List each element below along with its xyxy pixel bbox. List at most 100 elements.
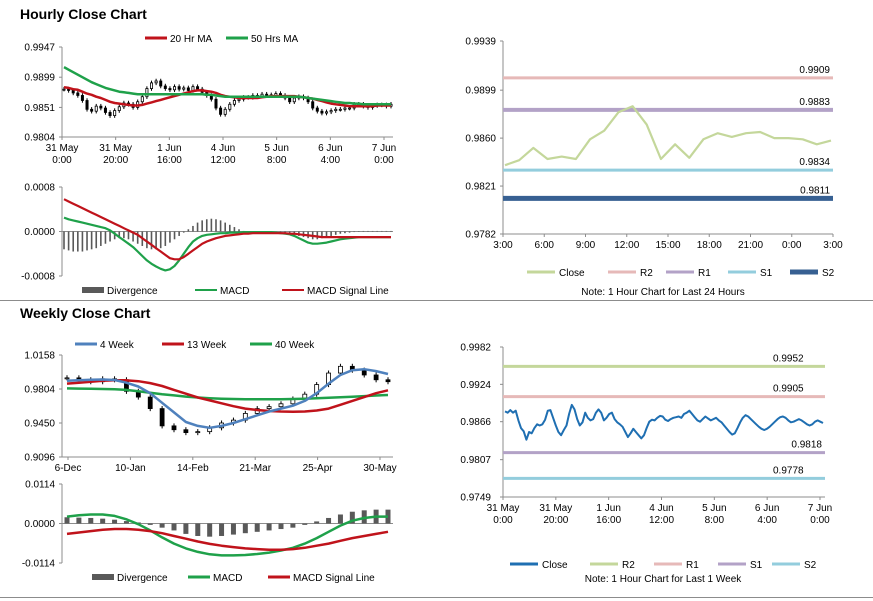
hourly-section-title: Hourly Close Chart [20, 6, 147, 22]
hourly-macd-divergence-bar [118, 231, 121, 239]
weekly-sr-legend-label: S2 [804, 560, 817, 571]
hourly-sr-y-tick-label: 0.9899 [465, 86, 496, 97]
weekly-4wk-line [66, 367, 389, 430]
hourly-macd-divergence-bar [72, 231, 75, 252]
hourly-sr-s2-value-label: 0.9811 [800, 185, 830, 196]
hourly-candle-body [85, 100, 89, 110]
hourly-candle-body [343, 107, 347, 110]
weekly-price-y-tick-label: 0.9096 [24, 453, 55, 464]
hourly-macd-legend-label: Divergence [107, 286, 158, 297]
weekly-sr-r1-value-label: 0.9905 [773, 384, 804, 395]
hourly-candle-body [288, 97, 292, 103]
hourly-price-x-tick-label: 0:00 [52, 155, 72, 166]
hourly-sr-close-line [504, 105, 832, 167]
hourly-candle-body [228, 103, 232, 110]
weekly-macd-divergence-bar [337, 514, 343, 524]
hourly-candle-body [62, 88, 66, 91]
weekly-sr-x-tick-label: 4 Jun [649, 503, 673, 514]
hourly-macd-divergence-bar [215, 219, 217, 232]
weekly-macd-legend-swatch [92, 574, 114, 580]
hourly-price-x-tick-label: 20:00 [103, 155, 128, 166]
hourly-macd-divergence-bar [330, 231, 332, 236]
hourly-macd-divergence-bar [192, 225, 194, 232]
hourly-macd-divergence-bar [344, 231, 346, 234]
weekly-macd-divergence-bar [302, 523, 308, 525]
hourly-macd-divergence-bar [224, 222, 226, 232]
hourly-macd-divergence-bar [63, 231, 65, 250]
hourly-candle-body [186, 87, 190, 91]
hourly-candle-body [103, 107, 107, 113]
hourly-candle-body [329, 110, 333, 113]
section-divider [0, 300, 873, 301]
hourly-price-x-tick-label: 7 Jun [372, 143, 396, 154]
weekly-sr-legend-label: R2 [622, 560, 635, 571]
hourly-macd-divergence-bar [136, 231, 139, 244]
hourly-macd-divergence-bar [233, 227, 236, 232]
weekly-sr-x-tick-label: 4:00 [757, 515, 777, 526]
hourly-macd-divergence-bar [362, 230, 365, 232]
weekly-candle-body [361, 369, 367, 376]
weekly-macd-legend-label: MACD Signal Line [293, 573, 375, 584]
weekly-macd-divergence-bar [159, 523, 165, 528]
hourly-price-x-tick-label: 31 May [46, 143, 79, 154]
weekly-macd-divergence-bar [349, 511, 355, 524]
hourly-price-x-tick-label: 5 Jun [264, 143, 288, 154]
weekly-13wk-line [66, 379, 389, 413]
weekly-macd-divergence-bar [171, 523, 177, 531]
hourly-candle-body [173, 86, 177, 91]
weekly-price-x-tick-label: 25-Apr [303, 463, 334, 474]
weekly-macd-divergence-bar [230, 523, 236, 535]
hourly-macd-divergence-bar [109, 231, 111, 242]
hourly-candle-body [76, 92, 80, 96]
weekly-sr-s1-value-label: 0.9818 [791, 440, 822, 451]
hourly-candle-body [177, 86, 181, 90]
weekly-sr-legend-label: Close [542, 560, 568, 571]
hourly-macd-divergence-bar [390, 230, 392, 232]
hourly-sr-x-tick-label: 18:00 [697, 240, 722, 251]
hourly-candle-body [265, 93, 269, 96]
hourly-sr-legend-label: R1 [698, 268, 711, 279]
hourly-candle-body [325, 111, 329, 114]
hourly-macd-divergence-bar [238, 229, 240, 232]
hourly-macd-divergence-bar [132, 231, 134, 242]
weekly-sr-x-tick-label: 0:00 [810, 515, 830, 526]
hourly-price-x-tick-label: 16:00 [157, 155, 182, 166]
hourly-sr-x-tick-label: 9:00 [576, 240, 596, 251]
hourly-macd-divergence-bar [371, 230, 374, 232]
hourly-macd-divergence-bar [357, 231, 360, 232]
hourly-macd-divergence-bar [123, 231, 125, 239]
weekly-sr-y-tick-label: 0.9866 [460, 417, 491, 428]
weekly-sr-y-tick-label: 0.9924 [460, 380, 491, 391]
hourly-candle-body [99, 105, 103, 109]
hourly-candle-body [315, 107, 319, 112]
hourly-candle-body [145, 88, 149, 98]
weekly-price-x-tick-label: 30-May [363, 463, 396, 474]
hourly-macd-divergence-bar [187, 229, 190, 232]
hourly-macd-divergence-bar [67, 231, 70, 251]
weekly-sr-legend-label: S1 [750, 560, 763, 571]
hourly-macd-divergence-bar [159, 231, 162, 249]
hourly-macd-divergence-bar [325, 231, 328, 238]
weekly-sr-y-tick-label: 0.9749 [460, 493, 491, 504]
hourly-macd-divergence-bar [155, 231, 157, 250]
hourly-candle-body [154, 80, 158, 84]
weekly-macd-divergence-bar [100, 518, 106, 524]
hourly-candle-body [163, 85, 167, 89]
weekly-sr-x-tick-label: 31 May [539, 503, 572, 514]
hourly-macd-divergence-bar [210, 218, 213, 232]
hourly-price-x-tick-label: 4:00 [321, 155, 341, 166]
hourly-sr-r1-value-label: 0.9883 [799, 97, 830, 108]
hourly-candle-body [108, 112, 112, 117]
weekly-macd-divergence-bar [254, 523, 260, 532]
weekly-macd-divergence-bar [123, 521, 129, 524]
weekly-candle-body [278, 403, 284, 408]
hourly-candle-body [90, 108, 94, 112]
hourly-macd-divergence-bar [178, 231, 180, 236]
weekly-macd-divergence-bar [314, 521, 320, 524]
hourly-sr-s1-value-label: 0.9834 [799, 157, 830, 168]
hourly-sr-x-tick-label: 3:00 [823, 240, 843, 251]
weekly-macd-divergence-bar [64, 517, 70, 524]
hourly-price-y-tick-label: 0.9851 [24, 103, 55, 114]
weekly-sr-r2-value-label: 0.9952 [773, 353, 804, 364]
weekly-macd-divergence-bar [207, 523, 213, 537]
